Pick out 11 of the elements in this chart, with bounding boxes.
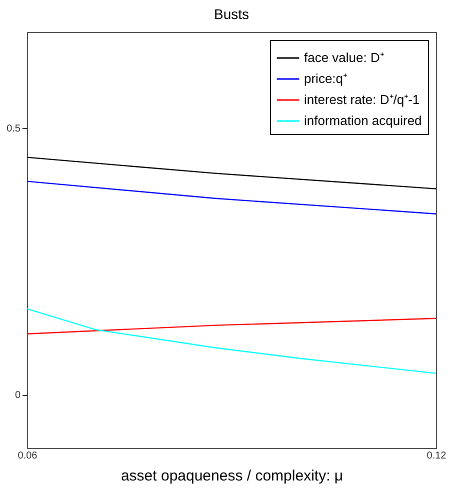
y-tick-label: 0 <box>14 390 21 402</box>
legend-label: face value: D⁺ <box>304 50 384 65</box>
x-axis-title: asset opaqueness / complexity: μ <box>120 468 344 484</box>
legend-label: information acquired <box>304 113 422 128</box>
chart-title: Busts <box>214 6 250 22</box>
legend-label: interest rate: D⁺/q⁺-1 <box>304 92 420 107</box>
x-tick-label: 0.06 <box>18 450 38 462</box>
legend-label: price:q⁺ <box>304 71 348 86</box>
line-series <box>26 308 437 374</box>
x-tick-label: 0.12 <box>426 450 447 462</box>
y-tick-label: 0.5 <box>6 124 21 134</box>
